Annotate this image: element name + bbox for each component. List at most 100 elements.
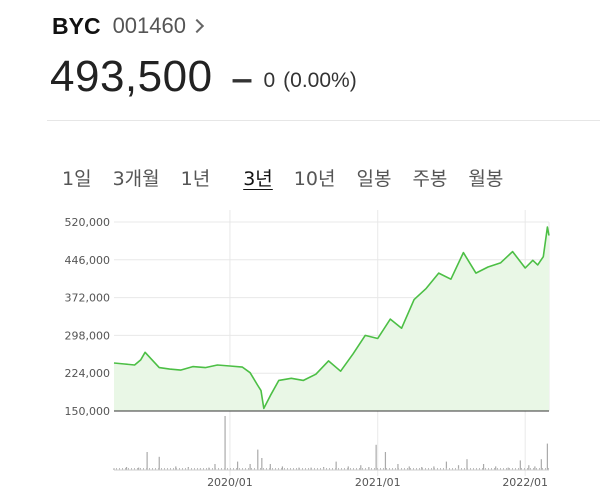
- y-tick-label: 298,000: [65, 329, 111, 342]
- volume-bar-minor: [323, 468, 324, 470]
- volume-bar: [125, 467, 128, 470]
- volume-bar-minor: [188, 468, 189, 470]
- volume-bar-minor: [398, 468, 399, 470]
- volume-bar-minor: [272, 468, 273, 470]
- volume-bar-minor: [539, 468, 540, 470]
- volume-bar: [224, 416, 226, 470]
- volume-bar: [466, 459, 468, 470]
- tab-monthly[interactable]: 월봉: [468, 168, 504, 190]
- tab-weekly[interactable]: 주봉: [412, 168, 448, 190]
- volume-bar-minor: [392, 468, 393, 470]
- volume-bar-minor: [509, 468, 510, 470]
- stock-header[interactable]: BYC 001460: [52, 10, 205, 42]
- price-line: [113, 226, 550, 410]
- volume-bar-minor: [215, 468, 216, 470]
- volume-bar-minor: [257, 468, 258, 470]
- volume-bar-minor: [314, 468, 315, 470]
- volume-bar-minor: [530, 468, 531, 470]
- volume-bar-minor: [338, 468, 339, 470]
- current-price: 493,500: [50, 52, 213, 101]
- y-tick-label: 224,000: [65, 367, 111, 380]
- volume-bar-minor: [368, 468, 369, 470]
- volume-bar-minor: [227, 468, 228, 470]
- volume-bar-minor: [179, 468, 180, 470]
- volume-bar-minor: [236, 468, 237, 470]
- volume-bar-minor: [479, 468, 480, 470]
- volume-bar: [249, 464, 251, 470]
- volume-bar: [335, 461, 337, 470]
- chevron-right-icon[interactable]: [189, 18, 205, 34]
- x-tick-label: 2020/01: [207, 476, 253, 489]
- volume-bar: [261, 458, 263, 470]
- volume-bar-minor: [221, 468, 222, 470]
- tab-daily[interactable]: 일봉: [356, 168, 392, 190]
- volume-bar-minor: [524, 468, 525, 470]
- tab-3y[interactable]: 3년: [243, 168, 273, 190]
- volume-bar-minor: [260, 468, 261, 470]
- volume-bar-minor: [428, 468, 429, 470]
- volume-bar: [347, 466, 349, 470]
- volume-bar-minor: [290, 468, 291, 470]
- volume-bar-minor: [146, 468, 147, 470]
- volume-bar: [281, 466, 284, 470]
- volume-bar-minor: [287, 468, 288, 470]
- volume-bar: [546, 443, 548, 470]
- volume-bar: [384, 452, 387, 470]
- volume-bar-minor: [335, 468, 336, 470]
- volume-bar-minor: [473, 468, 474, 470]
- volume-bar: [457, 465, 460, 470]
- price-chart[interactable]: 520,000 446,000 372,000 298,000 224,000 150,0…: [0, 200, 600, 497]
- tab-1d[interactable]: 1일: [62, 168, 92, 190]
- volume-bar-minor: [512, 468, 513, 470]
- volume-bar: [158, 456, 160, 470]
- volume-bar-minor: [299, 468, 300, 470]
- volume-bar: [421, 467, 423, 470]
- volume-bar-minor: [284, 468, 285, 470]
- volume-bar: [113, 468, 115, 470]
- volume-bar: [482, 464, 485, 470]
- volume-bar-minor: [200, 468, 201, 470]
- volume-bar-minor: [518, 468, 519, 470]
- volume-bar-minor: [341, 468, 342, 470]
- volume-bar-minor: [401, 468, 402, 470]
- volume-bar: [138, 467, 140, 470]
- volume-bar-minor: [344, 468, 345, 470]
- volume-bar-minor: [365, 468, 366, 470]
- volume-bar-minor: [533, 468, 534, 470]
- volume-bar-minor: [380, 468, 381, 470]
- volume-bar-minor: [194, 468, 195, 470]
- volume-bar-minor: [485, 468, 486, 470]
- volume-bar-minor: [296, 468, 297, 470]
- volume-bar-minor: [125, 468, 126, 470]
- volume-bar-minor: [122, 468, 123, 470]
- period-tabs: 1일 3개월 1년 3년 10년 일봉 주봉 월봉: [62, 166, 524, 194]
- volume-bar-minor: [176, 468, 177, 470]
- volume-bar-minor: [455, 468, 456, 470]
- volume-bar-minor: [224, 468, 225, 470]
- volume-bar-minor: [515, 468, 516, 470]
- volume-bar: [269, 464, 271, 470]
- volume-bar: [528, 465, 530, 470]
- volume-bar-minor: [332, 468, 333, 470]
- volume-bar-minor: [359, 468, 360, 470]
- volume-bar-minor: [311, 468, 312, 470]
- volume-bar-minor: [449, 468, 450, 470]
- x-tick-label: 2022/01: [502, 476, 548, 489]
- tab-10y[interactable]: 10년: [293, 168, 336, 190]
- volume-bar-minor: [527, 468, 528, 470]
- volume-bar-minor: [437, 468, 438, 470]
- volume-bar-minor: [431, 468, 432, 470]
- volume-bar-minor: [149, 468, 150, 470]
- tab-3m[interactable]: 3개월: [112, 168, 160, 190]
- volume-bar-minor: [464, 468, 465, 470]
- tab-1y[interactable]: 1년: [180, 168, 211, 190]
- volume-bar-minor: [521, 468, 522, 470]
- volume-bar-minor: [245, 468, 246, 470]
- volume-bar: [408, 466, 410, 470]
- volume-bar-minor: [497, 468, 498, 470]
- volume-bar-minor: [419, 468, 420, 470]
- volume-bar-minor: [371, 468, 372, 470]
- volume-bar-minor: [317, 468, 318, 470]
- volume-bar-minor: [416, 468, 417, 470]
- volume-bar: [298, 467, 300, 470]
